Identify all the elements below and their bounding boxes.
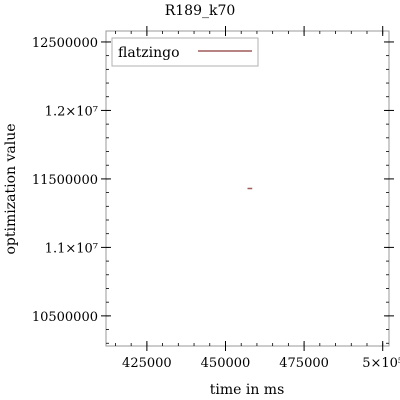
legend-label: flatzingo (118, 45, 180, 61)
y-tick-label: 11500000 (32, 173, 98, 188)
y-tick-label: 1.2×10⁷ (45, 104, 98, 119)
x-axis: 425000 450000 475000 5×10⁵ (122, 26, 400, 371)
chart-title: R189_k70 (165, 3, 236, 19)
x-tick-label: 5×10⁵ (362, 356, 400, 371)
legend-box (111, 37, 259, 67)
y-tick-label: 1.1×10⁷ (45, 241, 98, 256)
y-axis-label: optimization value (3, 123, 19, 254)
x-tick-label: 475000 (279, 356, 329, 371)
y-axis: 10500000 1.1×10⁷ 11500000 1.2×10⁷ 12500000 (32, 36, 394, 325)
x-tick-label: 450000 (201, 356, 251, 371)
plot-area (105, 30, 390, 347)
y-tick-label: 12500000 (32, 36, 98, 51)
legend: flatzingo (111, 37, 259, 67)
y-tick-label: 10500000 (32, 310, 98, 325)
x-axis-label: time in ms (210, 382, 285, 398)
x-tick-label: 425000 (122, 356, 172, 371)
minor-ticks (106, 31, 389, 346)
